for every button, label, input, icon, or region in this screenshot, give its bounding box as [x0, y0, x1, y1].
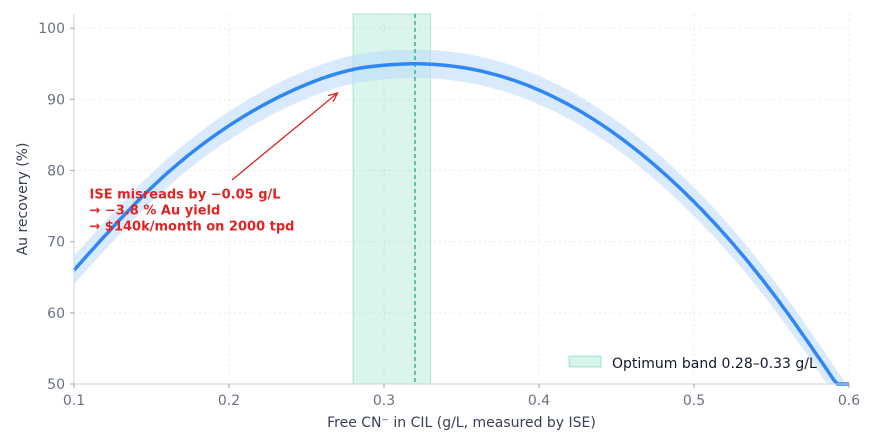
legend: Optimum band 0.28–0.33 g/L: [568, 355, 817, 372]
x-tick-label: 0.2: [218, 393, 240, 409]
x-axis-ticks: 0.1 0.2 0.3 0.4 0.5 0.6: [63, 384, 860, 409]
recovery-curve: [72, 62, 849, 386]
legend-swatch-optimum-band: [568, 355, 602, 368]
annotation-line-1: ISE misreads by −0.05 g/L: [90, 187, 281, 202]
annotation-line-2: → −3.8 % Au yield: [90, 203, 221, 218]
legend-label-optimum-band: Optimum band 0.28–0.33 g/L: [612, 356, 817, 372]
x-tick-label: 0.3: [373, 393, 395, 409]
y-axis-label: Au recovery (%): [15, 143, 31, 256]
y-tick-label: 50: [47, 377, 65, 393]
x-tick-label: 0.5: [683, 393, 705, 409]
y-tick-label: 60: [47, 306, 65, 322]
x-tick-label: 0.6: [838, 393, 860, 409]
x-tick-label: 0.1: [63, 393, 85, 409]
y-tick-label: 80: [47, 164, 65, 180]
x-axis-label: Free CN⁻ in CIL (g/L, measured by ISE): [327, 415, 596, 431]
annotation-line-3: → $140k/month on 2000 tpd: [90, 219, 295, 234]
y-tick-label: 70: [47, 235, 65, 251]
axes: [73, 14, 849, 385]
x-tick-label: 0.4: [528, 393, 550, 409]
y-axis-ticks: 50 60 70 80 90 100: [38, 21, 74, 393]
annotation: ISE misreads by −0.05 g/L → −3.8 % Au yi…: [90, 91, 339, 234]
y-tick-label: 90: [47, 92, 65, 108]
annotation-arrow: [231, 92, 338, 181]
y-tick-label: 100: [38, 21, 65, 37]
annotation-arrow-head: [327, 91, 339, 103]
